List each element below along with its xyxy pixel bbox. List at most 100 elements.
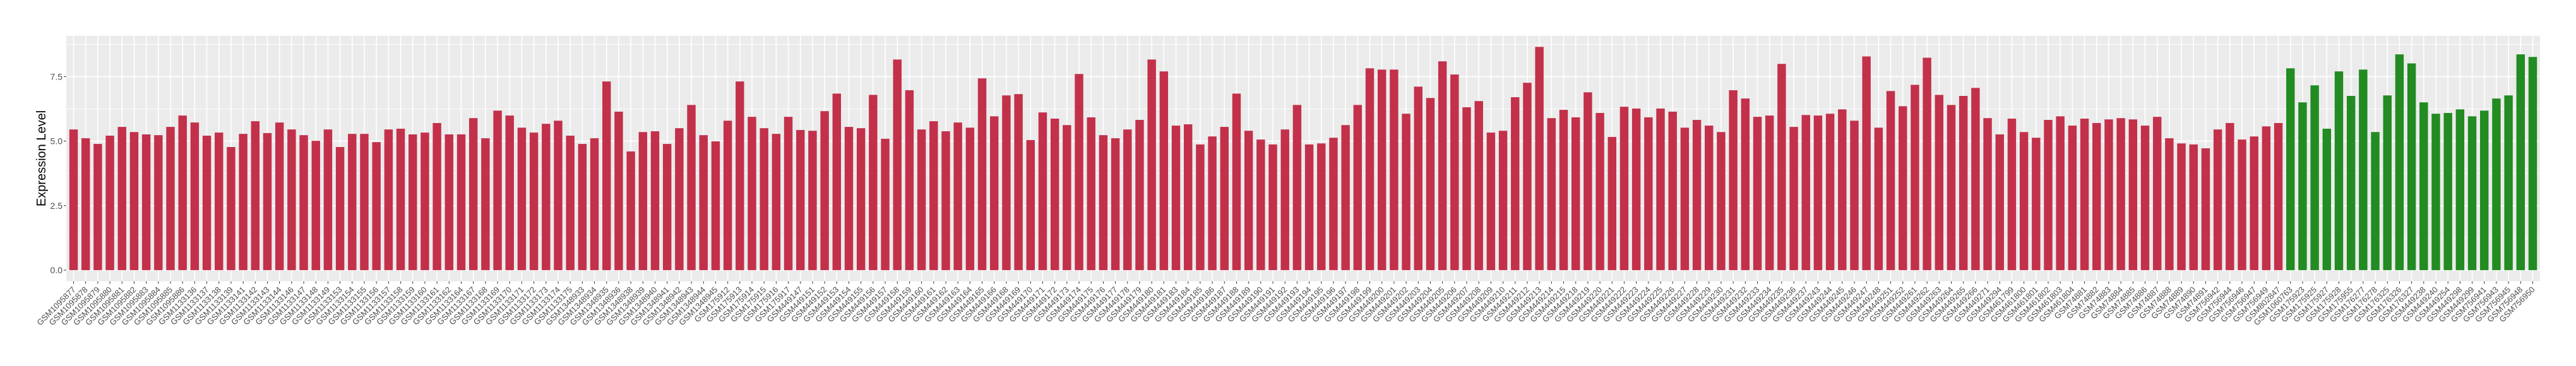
bar-GSM449197 [1341, 125, 1350, 271]
bar-GSM449183 [1171, 126, 1181, 271]
bar-GSM1348943 [687, 105, 696, 271]
bar-GSM449219 [1583, 92, 1592, 271]
bar-GSM449168 [1002, 95, 1011, 271]
bar-GSM1133155 [360, 134, 369, 271]
bar-GSM449245 [1838, 109, 1847, 271]
bar-GSM1133173 [542, 124, 551, 271]
bar-GSM1133167 [468, 118, 478, 271]
bar-GSM756943 [2492, 98, 2501, 271]
bar-GSM449156 [869, 95, 878, 271]
bar-GSM449213 [1535, 47, 1544, 271]
bar-GSM1348934 [590, 138, 599, 271]
bar-GSM449231 [1729, 90, 1738, 271]
bar-GSM449234 [1765, 115, 1774, 271]
y-axis: 0.0 2.5 5.0 7.5 [51, 71, 66, 275]
bar-GSM449174 [1075, 74, 1083, 271]
bar-GSM1095884 [154, 135, 163, 271]
bar-GSM449203 [1414, 86, 1422, 271]
bar-GSM449262 [1923, 57, 1931, 271]
bar-GSM1095878 [81, 138, 90, 271]
bar-GSM449227 [1680, 127, 1690, 271]
bar-GSM74887 [2152, 117, 2162, 271]
bar-GSM1133137 [202, 135, 212, 271]
bar-GSM449193 [1292, 105, 1302, 271]
bar-GSM449244 [1825, 114, 1835, 271]
bar-GSM449153 [832, 93, 842, 271]
bar-GSM449212 [1523, 83, 1532, 271]
bar-GSM175923 [2298, 102, 2307, 271]
bar-GSM756948 [2516, 54, 2525, 271]
x-axis: GSM1095877GSM1095878GSM1095879GSM1095880… [35, 281, 2537, 328]
bar-GSM1060763 [2286, 68, 2295, 271]
bar-GSM1348940 [650, 131, 660, 271]
bar-GSM449154 [844, 127, 854, 271]
bar-GSM449207 [1462, 107, 1471, 271]
bar-GSM1133162 [444, 134, 454, 271]
bars [69, 47, 2537, 271]
bar-GSM449200 [1378, 69, 1386, 271]
bar-GSM1348942 [675, 128, 684, 271]
bar-GSM449171 [1038, 112, 1047, 271]
y-tick-label: 5.0 [51, 136, 63, 146]
bar-GSM449294 [1995, 134, 2004, 271]
bar-GSM449170 [1026, 139, 1035, 271]
bar-GSM449177 [1111, 138, 1120, 271]
bar-GSM1348936 [614, 111, 623, 271]
bar-GSM1133153 [335, 146, 345, 271]
bar-GSM449179 [1135, 120, 1144, 271]
bar-GSM74883 [2104, 119, 2113, 271]
y-tick-label: 2.5 [51, 201, 63, 211]
bar-GSM1348945 [711, 141, 720, 271]
bar-GSM449237 [1801, 115, 1810, 271]
bar-GSM449265 [1959, 96, 1968, 271]
bar-GSM756941 [2480, 110, 2489, 271]
bar-GSM449169 [1014, 94, 1023, 271]
bar-GSM449215 [1559, 110, 1568, 271]
bar-GSM449160 [917, 129, 926, 271]
bar-GSM449220 [1595, 113, 1604, 271]
bar-GSM1133148 [311, 141, 320, 271]
bar-GSM175912 [723, 121, 732, 271]
bar-GSM449176 [1099, 135, 1108, 271]
bar-GSM461799 [2007, 119, 2017, 271]
bar-GSM449229 [1705, 126, 1714, 271]
bar-GSM1133138 [215, 133, 224, 271]
bar-GSM449157 [881, 138, 890, 271]
bar-GSM449208 [1474, 101, 1483, 271]
bar-GSM176277 [2359, 69, 2368, 271]
bar-GSM1348933 [578, 144, 587, 271]
bar-GSM449152 [820, 111, 829, 271]
bar-GSM1095886 [178, 115, 187, 271]
bar-GSM461801 [2032, 138, 2041, 271]
bar-GSM449252 [1899, 106, 1907, 271]
bar-GSM449236 [1789, 127, 1798, 271]
bar-GSM449214 [1547, 118, 1556, 271]
bar-GSM74891 [2201, 148, 2210, 271]
bar-GSM461803 [2056, 116, 2065, 271]
bar-GSM1133169 [493, 110, 502, 271]
bar-GSM1095880 [105, 135, 114, 271]
bar-GSM449226 [1668, 111, 1677, 271]
bar-GSM449211 [1511, 97, 1520, 271]
bar-GSM175915 [760, 128, 768, 271]
bar-GSM449162 [941, 131, 950, 271]
bar-GSM449166 [990, 116, 999, 271]
bar-GSM1133159 [408, 134, 417, 271]
bar-GSM449159 [905, 90, 914, 271]
bar-GSM449199 [1365, 68, 1374, 271]
bar-GSM449201 [1390, 69, 1398, 271]
bar-GSM1348939 [638, 132, 648, 271]
bar-GSM449299 [2467, 116, 2477, 271]
bar-GSM1133143 [263, 133, 272, 271]
bar-GSM756945 [2504, 95, 2513, 271]
bar-GSM449240 [2431, 114, 2440, 271]
y-tick-label: 7.5 [51, 71, 63, 81]
bar-GSM449225 [1656, 109, 1665, 271]
bar-GSM449185 [1196, 144, 1205, 271]
bar-GSM1348941 [662, 144, 672, 271]
bar-GSM1133139 [227, 146, 236, 271]
bar-GSM449188 [1232, 93, 1241, 271]
bar-GSM1133141 [239, 134, 247, 271]
bar-GSM461802 [2044, 120, 2053, 271]
bar-GSM449163 [953, 122, 962, 271]
